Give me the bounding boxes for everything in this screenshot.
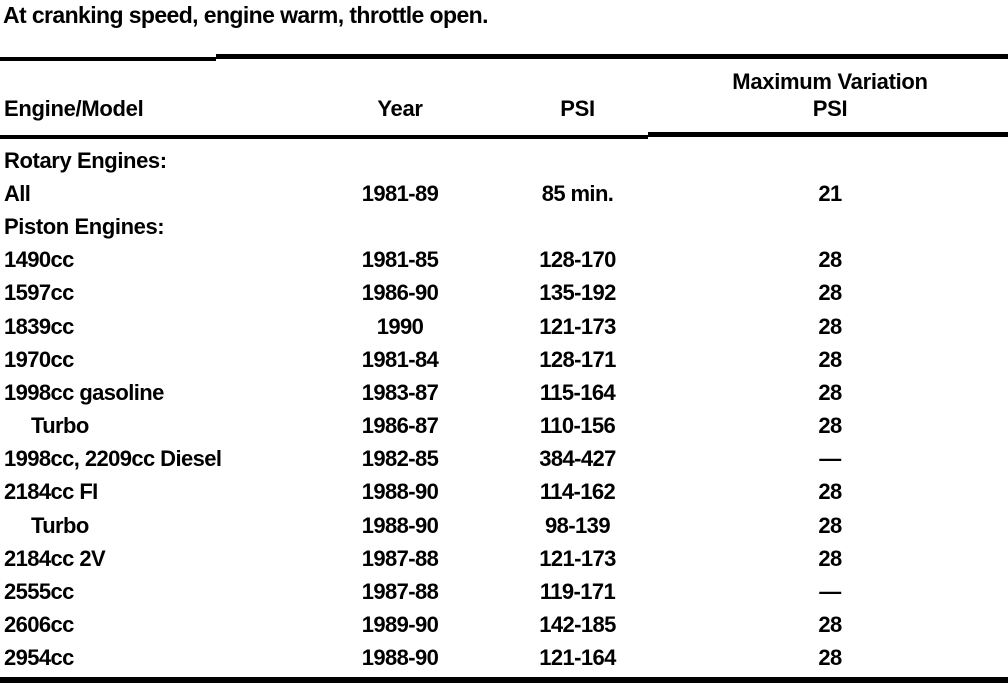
cell-engine-model: 2606cc [4,612,74,638]
table-row: 1998cc, 2209cc Diesel 1982-85 384-427 — [0,443,965,476]
cell-year: 1987-88 [361,545,439,571]
cell-engine-model: Piston Engines: [4,213,165,239]
cell-engine-model: 2954cc [4,645,74,671]
cell-max-variation: 28 [818,479,842,505]
cell-psi: 128-171 [539,346,616,372]
table-header-row: Engine/Model Year PSI Maximum Variation … [0,62,965,122]
header-year: Year [377,96,423,121]
cell-psi: 121-164 [539,645,616,671]
cell-max-variation: 28 [818,280,842,306]
cell-engine-model: All [4,180,31,206]
cell-engine-model: 1597cc [4,280,74,306]
cell-year: 1988-90 [361,479,439,505]
cell-max-variation: 28 [818,247,842,273]
cell-year: 1981-89 [361,180,439,206]
header-underline-left [0,135,648,139]
cell-psi: 119-171 [539,579,616,605]
cell-psi: 142-185 [539,612,616,638]
cell-psi: 98-139 [545,512,611,538]
table-top-rule-left [0,57,216,61]
header-underline-right [648,132,1008,137]
cell-psi: 121-173 [539,545,616,571]
cell-max-variation: 28 [818,645,842,671]
header-max-variation-line2: PSI [812,96,848,121]
cell-year: 1988-90 [361,512,439,538]
cell-engine-model: 2184cc FI [4,479,98,505]
cell-psi: 128-170 [539,247,616,273]
table-row: Turbo 1988-90 98-139 28 [0,509,965,542]
cell-year: 1990 [376,313,424,339]
cell-engine-model: 2184cc 2V [4,545,106,571]
cell-engine-model: Turbo [31,512,89,538]
cell-psi: 121-173 [539,313,616,339]
cell-engine-model: Turbo [31,413,89,439]
table-rows: Rotary Engines: All 1981-89 85 min. 21 P… [0,144,1008,675]
table-row: 1998cc gasoline 1983-87 115-164 28 [0,376,965,409]
cell-psi: 115-164 [539,379,616,405]
table-row: 1597cc 1986-90 135-192 28 [0,277,965,310]
cell-engine-model: 1970cc [4,346,74,372]
cell-year: 1982-85 [361,446,439,472]
table-row: 2555cc 1987-88 119-171 — [0,575,965,608]
cell-max-variation: 28 [818,379,842,405]
cell-engine-model: 2555cc [4,579,74,605]
cell-max-variation: 28 [818,545,842,571]
cell-year: 1988-90 [361,645,439,671]
table-row: 2606cc 1989-90 142-185 28 [0,609,965,642]
cell-max-variation: 28 [818,313,842,339]
cell-engine-model: Rotary Engines: [4,147,167,173]
header-max-variation-line1: Maximum Variation [732,69,928,94]
cell-max-variation: — [819,446,841,472]
cell-year: 1986-87 [361,413,439,439]
header-engine-model: Engine/Model [4,96,144,121]
cell-max-variation: — [819,579,841,605]
intro-text: At cranking speed, engine warm, throttle… [3,2,488,28]
cell-engine-model: 1998cc, 2209cc Diesel [4,446,222,472]
table-row: 1839cc 1990 121-173 28 [0,310,965,343]
cell-psi: 85 min. [541,180,614,206]
cell-year: 1986-90 [361,280,439,306]
table-bottom-rule [0,677,1008,683]
cell-engine-model: 1839cc [4,313,74,339]
header-max-variation: Maximum Variation PSI [695,68,965,122]
table-row: Turbo 1986-87 110-156 28 [0,410,965,443]
cell-year: 1981-84 [361,346,439,372]
cell-psi: 384-427 [539,446,616,472]
table-top-rule-right [216,54,1008,59]
table-row: 1490cc 1981-85 128-170 28 [0,244,965,277]
table-row: Piston Engines: [0,210,965,243]
cell-psi: 135-192 [539,280,616,306]
table-row: All 1981-89 85 min. 21 [0,177,965,210]
cell-max-variation: 21 [818,180,842,206]
cell-year: 1983-87 [361,379,439,405]
table-row: 1970cc 1981-84 128-171 28 [0,343,965,376]
cell-engine-model: 1490cc [4,247,74,273]
cell-max-variation: 28 [818,612,842,638]
table-row: Rotary Engines: [0,144,965,177]
cell-max-variation: 28 [818,512,842,538]
table-row: 2184cc FI 1988-90 114-162 28 [0,476,965,509]
table-row: 2184cc 2V 1987-88 121-173 28 [0,542,965,575]
cell-engine-model: 1998cc gasoline [4,379,164,405]
header-psi: PSI [560,96,595,121]
cell-psi: 114-162 [539,479,616,505]
cell-psi: 110-156 [539,413,616,439]
cell-max-variation: 28 [818,346,842,372]
cell-year: 1987-88 [361,579,439,605]
table-row: 2954cc 1988-90 121-164 28 [0,642,965,675]
cell-year: 1981-85 [361,247,439,273]
cell-year: 1989-90 [361,612,439,638]
cell-max-variation: 28 [818,413,842,439]
